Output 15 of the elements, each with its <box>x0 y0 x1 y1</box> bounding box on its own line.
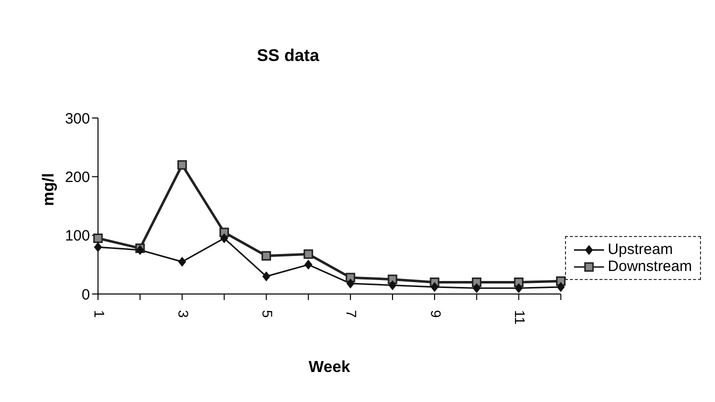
y-tick-label: 100 <box>64 228 90 245</box>
x-tick-label: 11 <box>512 310 528 325</box>
x-tick-label: 9 <box>428 310 444 318</box>
legend-label: Downstream <box>608 258 692 275</box>
chart-title: SS data <box>256 46 320 66</box>
y-axis-title: mg/l <box>40 173 58 206</box>
x-tick-label: 3 <box>175 310 192 318</box>
x-tick-label: 5 <box>260 310 276 318</box>
y-tick-label: 0 <box>82 286 90 304</box>
x-axis-title: Week <box>308 359 350 376</box>
y-tick-label: 200 <box>64 168 90 186</box>
x-tick-label: 7 <box>344 310 360 318</box>
x-tick-label: 1 <box>91 310 108 318</box>
y-tick-label: 300 <box>64 110 90 128</box>
legend-label: Upstream <box>608 241 673 258</box>
